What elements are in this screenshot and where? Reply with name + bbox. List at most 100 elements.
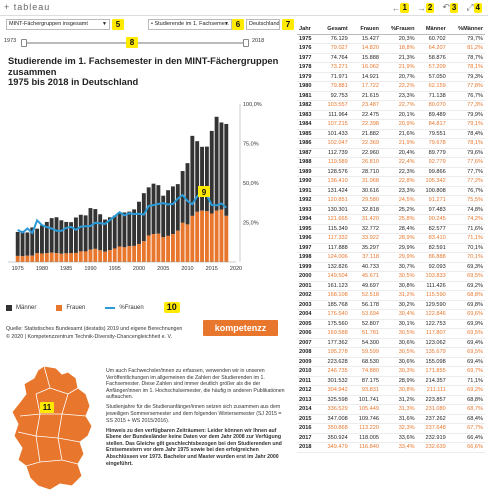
table-header-3[interactable]: %Frauen: [380, 24, 417, 35]
table-cell: 91.271: [416, 195, 448, 206]
bar-frauen: [141, 241, 146, 262]
table-cell: 35.297: [349, 243, 381, 253]
table-cell: 325.598: [318, 395, 350, 405]
region-dropdown[interactable]: Deutschland: [246, 19, 280, 30]
legend-item-pct[interactable]: %Frauen: [105, 305, 144, 311]
table-cell: 29.580: [349, 195, 381, 206]
table-cell: 89.489: [416, 110, 448, 120]
table-cell: 2000: [297, 271, 319, 282]
legend-item-frauen[interactable]: Frauen: [56, 304, 85, 311]
slider-handle-end[interactable]: [243, 39, 249, 47]
table-cell: 161.123: [318, 281, 350, 291]
table-row: 2010 246.735 74.880 30,3% 171.855 69,7%: [297, 366, 485, 377]
table-cell: 20,7%: [380, 72, 417, 82]
table-row: 1995 115.349 32.772 28,4% 82.577 71,6%: [297, 224, 485, 234]
table-row: 2009 223.628 68.530 30,6% 155.098 69,4%: [297, 357, 485, 367]
table-cell: 23.487: [349, 100, 381, 111]
table-cell: 121.665: [318, 214, 350, 225]
table-cell: 1993: [297, 205, 319, 215]
bar-frauen: [103, 251, 107, 262]
table-cell: 30,5%: [380, 328, 417, 339]
table-header-2[interactable]: Frauen: [349, 24, 381, 35]
table-header-4[interactable]: Männer: [416, 24, 448, 35]
bar-frauen: [35, 253, 40, 262]
revert-button[interactable]: ↶ 3: [442, 2, 459, 13]
table-cell: 22.369: [349, 138, 381, 149]
table-cell: 100.808: [416, 186, 448, 196]
bar-maenner: [44, 221, 49, 254]
legend-item-maenner[interactable]: Männer: [6, 304, 36, 311]
table-cell: 53.694: [349, 309, 381, 320]
students-dropdown[interactable]: • Studierende im 1. Fachseme... ▼: [148, 19, 232, 30]
bar-maenner: [49, 218, 54, 253]
redo-button[interactable]: → 2: [417, 2, 435, 13]
table-cell: 101.433: [318, 129, 350, 139]
table-cell: 76,7%: [447, 91, 485, 101]
table-cell: 122.753: [416, 319, 448, 329]
bar-frauen: [146, 235, 151, 262]
marker-10: 10: [163, 302, 180, 313]
table-cell: 40.733: [349, 262, 381, 272]
table-cell: 20,3%: [380, 34, 417, 44]
table-cell: 78,1%: [447, 138, 485, 149]
table-row: 2004 176.540 53.694 30,4% 122.846 69,6%: [297, 309, 485, 320]
bar-maenner: [122, 212, 127, 248]
table-cell: 304.942: [318, 385, 350, 396]
table-row: 1998 124.006 37.118 29,9% 86.888 70,1%: [297, 252, 485, 263]
table-header-0[interactable]: Jahr: [297, 24, 319, 35]
table-cell: 21,6%: [380, 129, 417, 139]
table-cell: 25,2%: [380, 205, 417, 215]
bar-maenner: [78, 214, 83, 252]
bar-maenner: [156, 185, 161, 234]
table-cell: 350.868: [318, 423, 350, 434]
year-from-label: 1973: [4, 38, 17, 44]
group-dropdown[interactable]: MINT-Fächergruppen insgesamt ▼: [6, 19, 110, 30]
bar-frauen: [190, 215, 195, 262]
table-cell: 78,1%: [447, 62, 485, 73]
fullscreen-button[interactable]: ⤢ 4: [466, 2, 482, 13]
table-cell: 112.739: [318, 148, 350, 158]
table-cell: 1992: [297, 195, 319, 206]
table-cell: 1997: [297, 243, 319, 253]
bar-frauen: [166, 235, 171, 262]
chart-title-main: Studierende im 1. Fachsemester in den MI…: [8, 55, 279, 77]
germany-map[interactable]: 11: [6, 364, 101, 499]
table-cell: 111.426: [416, 281, 448, 291]
data-table: Jahr Gesamt Frauen %Frauen Männer %Männer 197…: [297, 24, 485, 453]
slider-handle-start[interactable]: [21, 39, 27, 47]
x-tick-label: 1975: [12, 266, 24, 272]
table-cell: 102.047: [318, 138, 350, 149]
table-cell: 75,5%: [447, 195, 485, 206]
table-header-1[interactable]: Gesamt: [318, 24, 350, 35]
table-cell: 69,9%: [447, 319, 485, 329]
chart-subtitle: 1975 bis 2018 in Deutschland: [8, 76, 139, 87]
bar-maenner: [146, 187, 151, 236]
undo-button[interactable]: ← 1: [391, 2, 409, 13]
table-cell: 73.271: [318, 62, 350, 73]
bar-frauen: [185, 224, 190, 262]
table-cell: 246.735: [318, 366, 350, 377]
table-cell: 1983: [297, 110, 319, 120]
table-cell: 347.008: [318, 414, 350, 424]
table-row: 1980 79.881 17.722 22,2% 62.159 77,8%: [297, 81, 485, 92]
table-cell: 60.702: [416, 34, 448, 44]
table-cell: 130.301: [318, 205, 350, 215]
table-cell: 14.921: [349, 72, 381, 82]
table-cell: 59.599: [349, 347, 381, 358]
table-cell: 350.924: [318, 433, 350, 443]
table-cell: 81,2%: [447, 43, 485, 54]
bar-maenner: [88, 208, 93, 250]
table-cell: 57.050: [416, 72, 448, 82]
table-header-5[interactable]: %Männer: [447, 24, 485, 35]
table-cell: 118.005: [349, 433, 381, 443]
bar-maenner: [170, 186, 175, 235]
chevron-down-icon: ▼: [102, 21, 107, 27]
table-cell: 97.483: [416, 205, 448, 215]
table-cell: 2010: [297, 366, 319, 377]
table-cell: 68,8%: [447, 290, 485, 301]
table-row: 1989 128.576 28.710 22,3% 99.866 77,7%: [297, 167, 485, 177]
table-cell: 103.557: [318, 100, 350, 111]
table-cell: 71.138: [416, 91, 448, 101]
bar-maenner: [20, 230, 25, 257]
table-cell: 20,1%: [380, 110, 417, 120]
